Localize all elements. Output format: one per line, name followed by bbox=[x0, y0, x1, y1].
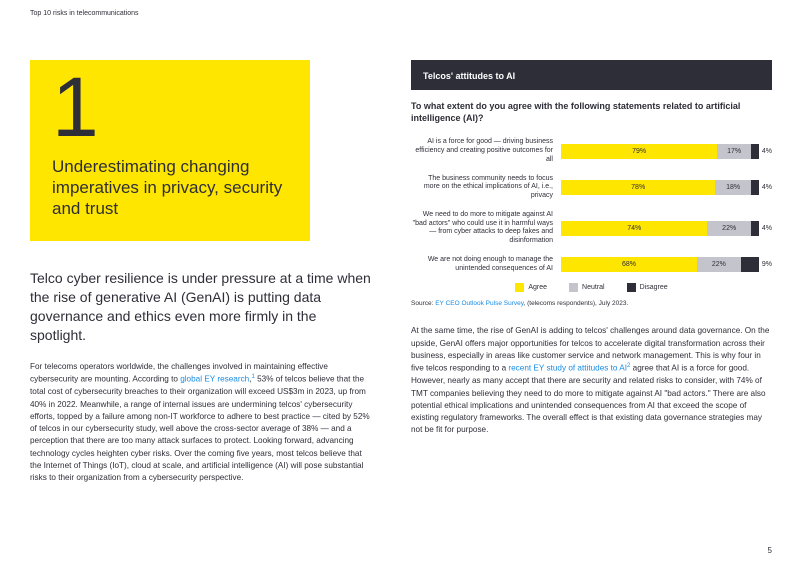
legend-agree: Agree bbox=[515, 283, 547, 292]
intro-text: Telco cyber resilience is under pressure… bbox=[30, 269, 371, 345]
bar-seg-neutral: 17% bbox=[717, 144, 751, 159]
left-body: For telecoms operators worldwide, the ch… bbox=[30, 361, 371, 485]
legend-swatch-disagree bbox=[627, 283, 636, 292]
legend-label-neutral: Neutral bbox=[582, 284, 605, 291]
right-body-post: agree that AI is a force for good. Howev… bbox=[411, 364, 766, 434]
legend-label-agree: Agree bbox=[528, 284, 547, 291]
chart-row-bar: 78%18% bbox=[561, 180, 759, 195]
chart-row-bar: 74%22% bbox=[561, 221, 759, 236]
right-body: At the same time, the rise of GenAI is a… bbox=[411, 325, 772, 436]
bar-seg-agree: 68% bbox=[561, 257, 697, 272]
legend-neutral: Neutral bbox=[569, 283, 605, 292]
hero-number: 1 bbox=[52, 70, 288, 146]
chart-row-label: We need to do more to mitigate against A… bbox=[411, 211, 561, 246]
bar-seg-disagree-label: 9% bbox=[759, 261, 772, 268]
chart-row: AI is a force for good — driving busines… bbox=[411, 138, 772, 164]
bar-seg-disagree bbox=[751, 180, 759, 195]
bar-seg-disagree-label: 4% bbox=[759, 148, 772, 155]
source-post: , (telecoms respondents), July 2023. bbox=[524, 300, 629, 307]
bar-seg-agree: 79% bbox=[561, 144, 717, 159]
bar-seg-neutral: 22% bbox=[707, 221, 751, 236]
chart-row-bar: 79%17% bbox=[561, 144, 759, 159]
bar-seg-disagree bbox=[751, 221, 759, 236]
bar-seg-agree: 78% bbox=[561, 180, 715, 195]
hero-heading: Underestimating changing imperatives in … bbox=[52, 156, 288, 220]
hero-box: 1 Underestimating changing imperatives i… bbox=[30, 60, 310, 241]
bar-seg-disagree-label: 4% bbox=[759, 225, 772, 232]
chart-title: Telcos' attitudes to AI bbox=[423, 71, 515, 81]
chart-legend: Agree Neutral Disagree bbox=[411, 283, 772, 292]
source-link[interactable]: EY CEO Outlook Pulse Survey bbox=[435, 300, 523, 307]
page-number: 5 bbox=[768, 546, 772, 555]
chart-row-label: The business community needs to focus mo… bbox=[411, 175, 561, 201]
legend-disagree: Disagree bbox=[627, 283, 668, 292]
chart-row-bar: 68%22% bbox=[561, 257, 759, 272]
ey-research-link[interactable]: global EY research bbox=[180, 375, 249, 384]
bar-seg-disagree bbox=[741, 257, 759, 272]
right-column: Telcos' attitudes to AI To what extent d… bbox=[401, 0, 802, 567]
chart-row: We need to do more to mitigate against A… bbox=[411, 211, 772, 246]
left-body-post: 53% of telcos believe that the total cos… bbox=[30, 375, 370, 482]
source-pre: Source: bbox=[411, 300, 435, 307]
chart-source: Source: EY CEO Outlook Pulse Survey, (te… bbox=[411, 300, 772, 307]
bar-seg-disagree bbox=[751, 144, 759, 159]
chart-rows: AI is a force for good — driving busines… bbox=[411, 138, 772, 273]
chart-row: We are not doing enough to manage the un… bbox=[411, 256, 772, 274]
legend-swatch-agree bbox=[515, 283, 524, 292]
legend-swatch-neutral bbox=[569, 283, 578, 292]
bar-seg-neutral: 18% bbox=[715, 180, 751, 195]
chart-subtitle: To what extent do you agree with the fol… bbox=[411, 100, 772, 124]
legend-label-disagree: Disagree bbox=[640, 284, 668, 291]
bar-seg-agree: 74% bbox=[561, 221, 707, 236]
bar-seg-neutral: 22% bbox=[697, 257, 741, 272]
left-column: 1 Underestimating changing imperatives i… bbox=[0, 0, 401, 567]
chart-title-bar: Telcos' attitudes to AI bbox=[411, 60, 772, 90]
chart-row: The business community needs to focus mo… bbox=[411, 175, 772, 201]
bar-seg-disagree-label: 4% bbox=[759, 184, 772, 191]
chart-row-label: We are not doing enough to manage the un… bbox=[411, 256, 561, 274]
ey-ai-study-link[interactable]: recent EY study of attitudes to AI bbox=[508, 364, 627, 373]
chart-row-label: AI is a force for good — driving busines… bbox=[411, 138, 561, 164]
